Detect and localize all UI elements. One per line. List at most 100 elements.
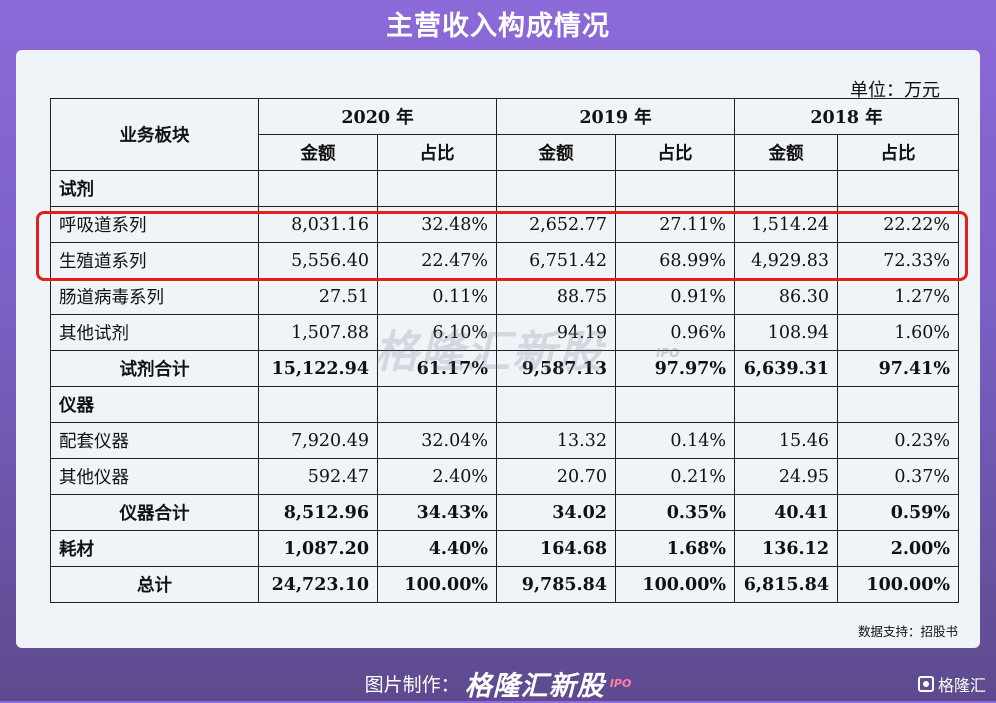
share-cell: 0.59% [837,494,959,531]
footer-made-by: 图片制作： [364,674,460,696]
amount-cell: 7,920.49 [258,422,378,459]
category-label: 试剂 [50,170,259,207]
share-cell: 97.41% [837,350,959,387]
row-label: 肠道病毒系列 [50,278,259,315]
amount-cell: 164.68 [496,530,616,567]
share-cell: 34.43% [377,494,497,531]
amount-cell: 8,512.96 [258,494,378,531]
footer-tag: IPO [609,677,632,690]
share-cell: 2.40% [377,458,497,495]
table-row: 配套仪器 7,920.49 32.04% 13.32 0.14% 15.46 0.23% [50,422,959,459]
table-row: 其他仪器 592.47 2.40% 20.70 0.21% 24.95 0.37% [50,458,959,495]
amount-cell: 94.19 [496,314,616,351]
row-label: 其他仪器 [50,458,259,495]
header-amount: 金额 [496,134,616,171]
share-cell: 100.00% [377,566,497,603]
table-row: 肠道病毒系列 27.51 0.11% 88.75 0.91% 86.30 1.27% [50,278,959,315]
amount-cell [496,386,616,423]
share-cell: 68.99% [615,242,735,279]
share-cell [377,170,497,207]
table-row: 试剂合计 15,122.94 61.17% 9,587.13 97.97% 6,639.3… [50,350,959,387]
table-row: 总计 24,723.10 100.00% 9,785.84 100.00% 6,815.8… [50,566,959,603]
share-cell: 97.97% [615,350,735,387]
amount-cell: 6,639.31 [734,350,838,387]
total-label: 总计 [50,566,259,603]
total-label: 试剂合计 [50,350,259,387]
amount-cell: 86.30 [734,278,838,315]
share-cell: 0.11% [377,278,497,315]
footer: 图片制作： 格隆汇新股 IPO [0,664,996,703]
amount-cell: 4,929.83 [734,242,838,279]
share-cell: 100.00% [837,566,959,603]
share-cell: 0.14% [615,422,735,459]
amount-cell: 9,785.84 [496,566,616,603]
amount-cell: 20.70 [496,458,616,495]
header-year-2019: 2019 年 [496,98,735,135]
corner-logo: 格隆汇 [917,672,986,696]
amount-cell: 27.51 [258,278,378,315]
table-row: 耗材 1,087.20 4.40% 164.68 1.68% 136.12 2.00% [50,530,959,567]
share-cell [615,386,735,423]
share-cell [837,386,959,423]
amount-cell: 24.95 [734,458,838,495]
header-amount: 金额 [734,134,838,171]
amount-cell [734,386,838,423]
share-cell: 0.91% [615,278,735,315]
header-year-2018: 2018 年 [734,98,959,135]
share-cell: 61.17% [377,350,497,387]
amount-cell: 15,122.94 [258,350,378,387]
share-cell: 72.33% [837,242,959,279]
header-year-2020: 2020 年 [258,98,497,135]
unit-label: 单位：万元 [850,80,940,101]
header-share: 占比 [377,134,497,171]
amount-cell: 40.41 [734,494,838,531]
share-cell: 0.23% [837,422,959,459]
header-amount: 金额 [258,134,378,171]
amount-cell: 592.47 [258,458,378,495]
amount-cell: 1,507.88 [258,314,378,351]
corner-logo-text: 格隆汇 [937,676,986,695]
table-row: 仪器 [50,386,959,423]
category-label: 耗材 [50,530,259,567]
amount-cell [258,170,378,207]
highlight-box [36,211,968,281]
watermark-tag: IPO [656,346,680,360]
amount-cell [734,170,838,207]
share-cell: 4.40% [377,530,497,567]
share-cell: 0.37% [837,458,959,495]
share-cell: 2.00% [837,530,959,567]
watermark: 格隆汇新股 [374,327,604,378]
footer-brand: 格隆汇新股 [464,671,605,702]
share-cell: 1.27% [837,278,959,315]
share-cell [837,170,959,207]
amount-cell: 1,514.24 [734,206,838,243]
amount-cell [496,170,616,207]
header-segment: 业务板块 [50,98,259,171]
amount-cell: 13.32 [496,422,616,459]
row-label: 配套仪器 [50,422,259,459]
table-row: 仪器合计 8,512.96 34.43% 34.02 0.35% 40.41 0.59% [50,494,959,531]
table-row: 试剂 [50,170,959,207]
total-label: 仪器合计 [50,494,259,531]
category-label: 仪器 [50,386,259,423]
amount-cell: 108.94 [734,314,838,351]
data-source: 数据支持：招股书 [857,624,958,639]
amount-cell: 88.75 [496,278,616,315]
share-cell: 1.68% [615,530,735,567]
amount-cell: 136.12 [734,530,838,567]
page-title: 主营收入构成情况 [386,11,610,42]
amount-cell: 1,087.20 [258,530,378,567]
amount-cell: 6,815.84 [734,566,838,603]
gelonghui-logo-icon [917,676,934,692]
share-cell: 100.00% [615,566,735,603]
row-label: 生殖道系列 [50,242,259,279]
row-label: 其他试剂 [50,314,259,351]
share-cell [377,386,497,423]
share-cell: 1.60% [837,314,959,351]
share-cell: 32.04% [377,422,497,459]
header-share: 占比 [615,134,735,171]
share-cell: 0.21% [615,458,735,495]
amount-cell: 24,723.10 [258,566,378,603]
amount-cell [258,386,378,423]
share-cell: 0.35% [615,494,735,531]
